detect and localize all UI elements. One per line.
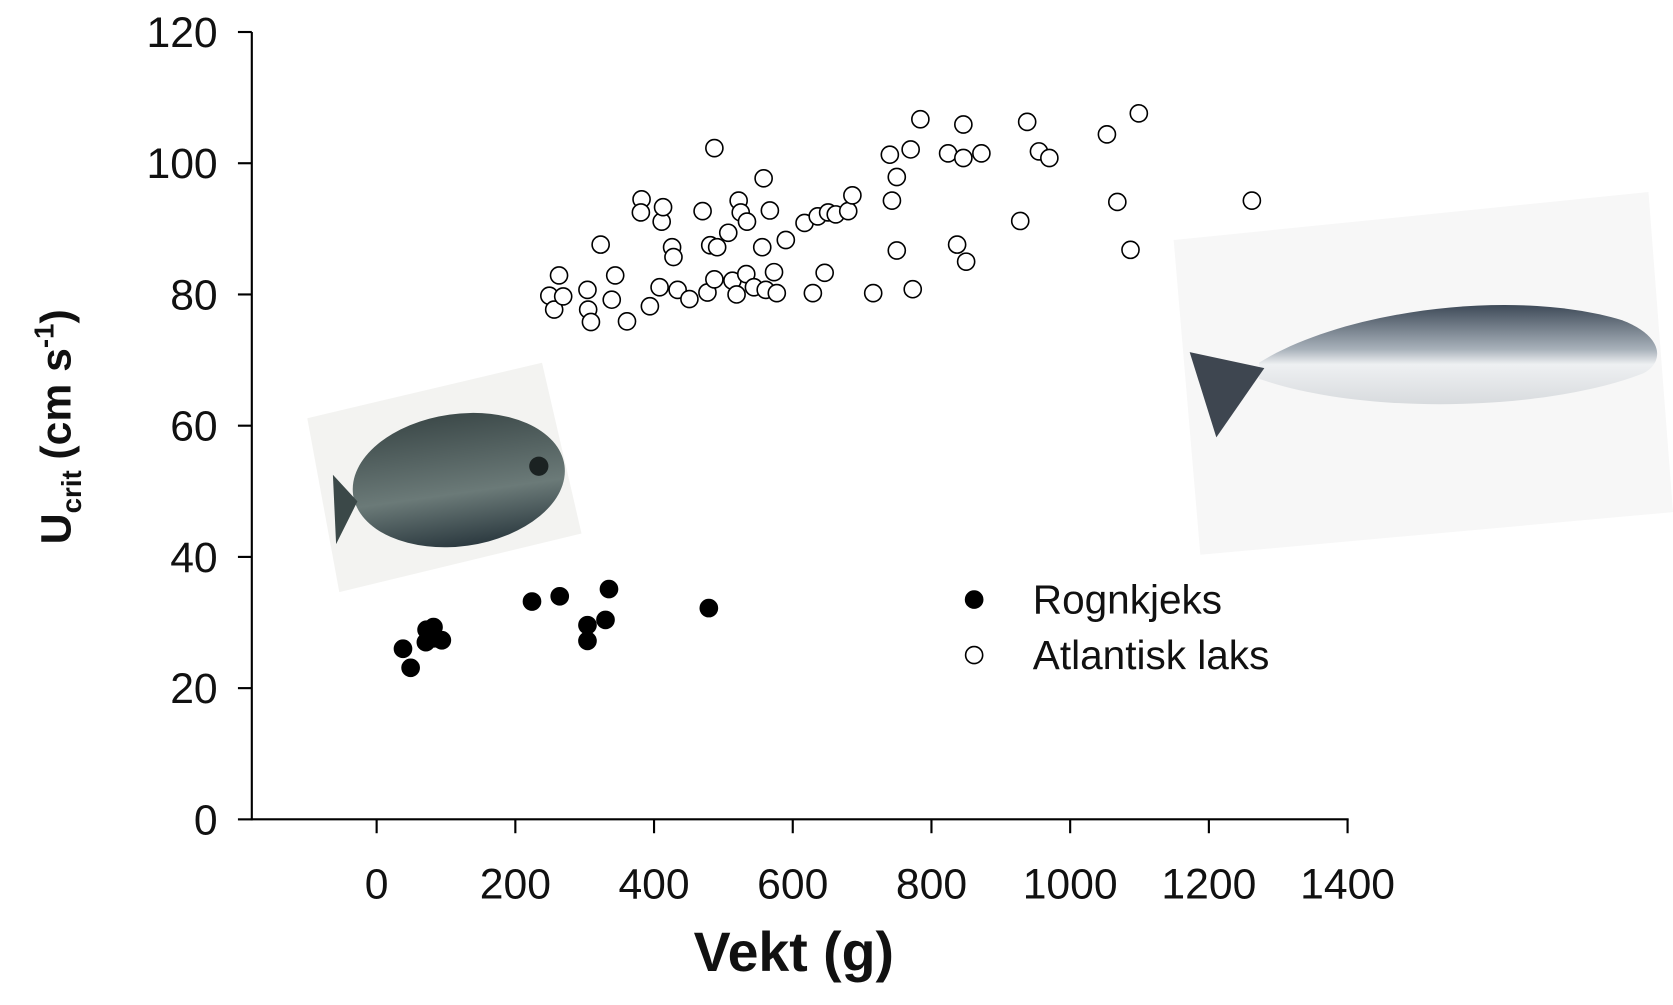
point bbox=[947, 235, 967, 254]
y-tick-label: 20 bbox=[170, 665, 217, 713]
point bbox=[640, 296, 660, 316]
point bbox=[596, 610, 615, 630]
point bbox=[954, 148, 973, 168]
point bbox=[424, 628, 444, 648]
x-tick-label: 1000 bbox=[1023, 860, 1118, 908]
point bbox=[650, 277, 669, 297]
x-tick-label: 400 bbox=[618, 860, 689, 908]
point bbox=[664, 247, 683, 267]
point bbox=[591, 235, 610, 254]
y-tick-label: 120 bbox=[146, 9, 217, 57]
point bbox=[550, 586, 570, 606]
point bbox=[553, 287, 573, 306]
point bbox=[1107, 192, 1127, 212]
salmon-picture bbox=[1173, 192, 1673, 555]
point bbox=[954, 115, 973, 134]
point bbox=[938, 144, 958, 163]
point bbox=[803, 283, 823, 303]
point bbox=[578, 280, 597, 300]
point bbox=[815, 263, 834, 283]
point bbox=[544, 300, 564, 319]
point bbox=[578, 615, 597, 635]
point bbox=[617, 312, 637, 331]
point bbox=[602, 290, 622, 310]
point bbox=[882, 191, 902, 210]
y-tick-label: 40 bbox=[170, 534, 217, 582]
y-title-unit: (cm s bbox=[32, 348, 80, 459]
point bbox=[707, 237, 727, 257]
x-tick-label: 0 bbox=[365, 860, 389, 908]
point bbox=[693, 201, 712, 221]
y-tick-label: 60 bbox=[170, 403, 217, 451]
point bbox=[1017, 112, 1037, 132]
y-title-close: ) bbox=[32, 309, 80, 323]
x-tick-label: 200 bbox=[480, 860, 551, 908]
point bbox=[599, 579, 619, 599]
point bbox=[1010, 211, 1030, 231]
point bbox=[581, 312, 601, 332]
point bbox=[901, 140, 920, 159]
point bbox=[653, 197, 673, 217]
point bbox=[549, 266, 569, 285]
point bbox=[887, 241, 907, 260]
y-title-superscript: -1 bbox=[28, 324, 59, 349]
x-tick-label: 600 bbox=[757, 860, 828, 908]
x-tick-label: 800 bbox=[896, 860, 967, 908]
point bbox=[911, 109, 930, 129]
point bbox=[764, 262, 784, 282]
point bbox=[1129, 104, 1149, 123]
y-tick-label: 80 bbox=[170, 271, 217, 319]
point bbox=[1097, 125, 1117, 144]
point bbox=[776, 230, 796, 250]
point bbox=[699, 598, 719, 618]
point bbox=[1040, 148, 1059, 168]
y-title-subscript: crit bbox=[56, 470, 87, 513]
x-axis-title: Vekt (g) bbox=[694, 921, 894, 983]
x-tick-label: 1400 bbox=[1300, 860, 1395, 908]
point bbox=[838, 201, 858, 221]
point bbox=[754, 168, 773, 188]
point bbox=[760, 201, 780, 220]
legend-label: Atlantisk laks bbox=[1033, 632, 1270, 678]
point bbox=[903, 279, 923, 299]
point bbox=[401, 658, 420, 678]
point bbox=[631, 203, 651, 222]
y-title-main: U bbox=[32, 513, 80, 544]
point bbox=[680, 289, 699, 309]
point bbox=[718, 223, 738, 243]
y-axis-title: Ucrit (cm s-1) bbox=[28, 309, 87, 544]
point bbox=[1242, 191, 1262, 210]
x-tick-label: 1200 bbox=[1161, 860, 1256, 908]
y-tick-label: 100 bbox=[146, 140, 217, 188]
lumpfish-picture bbox=[307, 362, 582, 593]
point bbox=[605, 266, 625, 285]
point bbox=[767, 283, 787, 303]
point bbox=[972, 144, 991, 163]
point bbox=[705, 138, 724, 158]
point bbox=[578, 631, 597, 651]
legend-marker bbox=[964, 645, 984, 665]
legend-label: Rognkjeks bbox=[1033, 576, 1222, 622]
point bbox=[727, 285, 746, 304]
point bbox=[393, 639, 413, 659]
legend-marker bbox=[964, 590, 984, 609]
y-tick-label: 0 bbox=[194, 796, 218, 844]
point bbox=[887, 167, 907, 187]
point bbox=[752, 237, 772, 257]
point bbox=[1121, 240, 1140, 260]
point bbox=[522, 592, 542, 611]
point bbox=[737, 212, 757, 231]
point bbox=[863, 283, 883, 303]
point bbox=[880, 145, 900, 165]
point bbox=[956, 252, 976, 271]
point bbox=[843, 186, 862, 205]
point bbox=[705, 270, 724, 289]
